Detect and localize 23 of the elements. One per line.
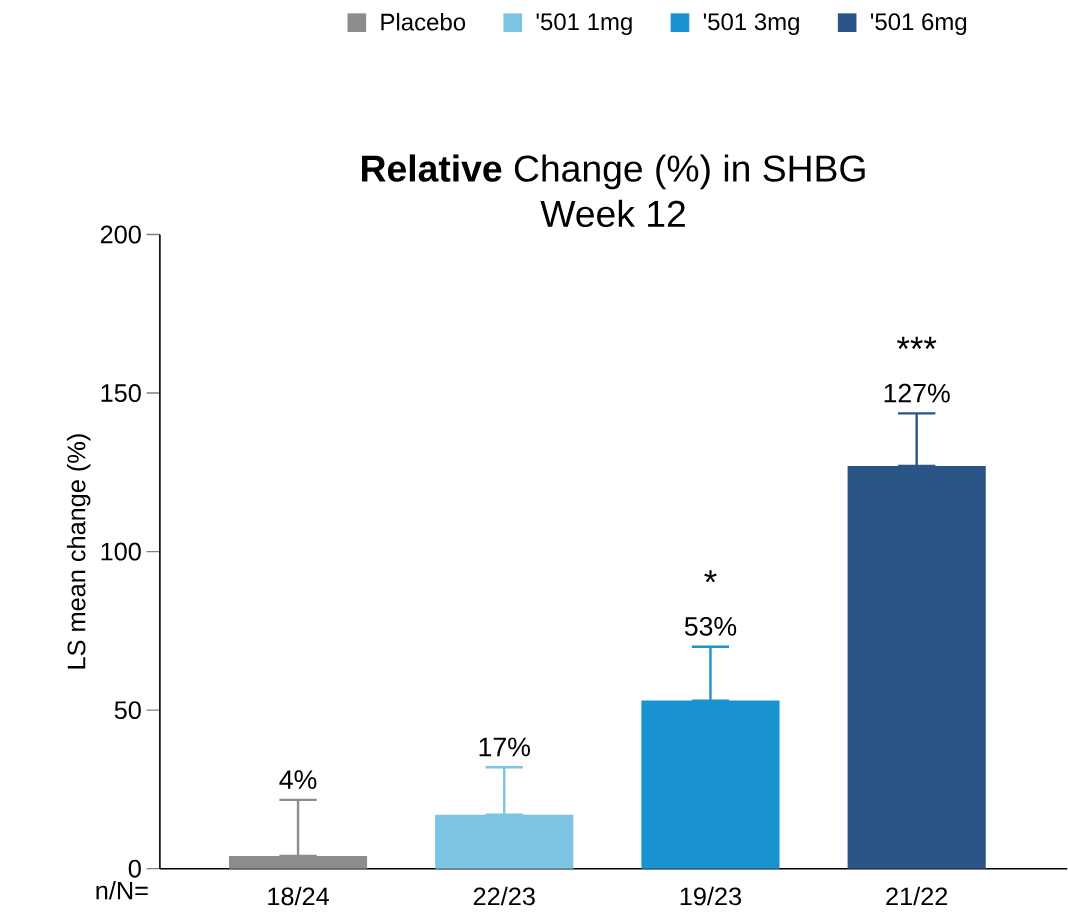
y-tick-label: 100 bbox=[101, 542, 141, 561]
chart-title: Relative Change (%) in SHBG bbox=[362, 154, 865, 190]
chart-subtitle: Week 12 bbox=[540, 199, 685, 227]
data-label: 4% bbox=[279, 770, 317, 789]
y-tick-label: 50 bbox=[114, 701, 141, 719]
legend-label: Placebo bbox=[381, 12, 466, 31]
x-tick-label: 19/23 bbox=[680, 886, 742, 906]
data-label: 17% bbox=[479, 737, 530, 757]
y-tick-label: 200 bbox=[100, 225, 141, 244]
y-tick-label: 0 bbox=[128, 859, 141, 878]
legend-label: '501 1mg bbox=[536, 13, 632, 35]
annotation: * bbox=[704, 570, 717, 583]
data-label: 53% bbox=[684, 616, 737, 636]
x-tick-label: 22/23 bbox=[473, 886, 535, 906]
legend-label: '501 3mg bbox=[703, 13, 799, 35]
y-tick-label: 150 bbox=[101, 383, 141, 402]
x-tick-label: 21/22 bbox=[886, 886, 948, 906]
y-axis-title: LS mean change (%) bbox=[66, 434, 91, 669]
x-tick-label: 18/24 bbox=[268, 886, 329, 906]
legend-label: '501 6mg bbox=[870, 13, 967, 35]
text: n/N= bbox=[96, 880, 148, 900]
data-label: 127% bbox=[884, 383, 950, 403]
annotation: *** bbox=[897, 336, 937, 349]
